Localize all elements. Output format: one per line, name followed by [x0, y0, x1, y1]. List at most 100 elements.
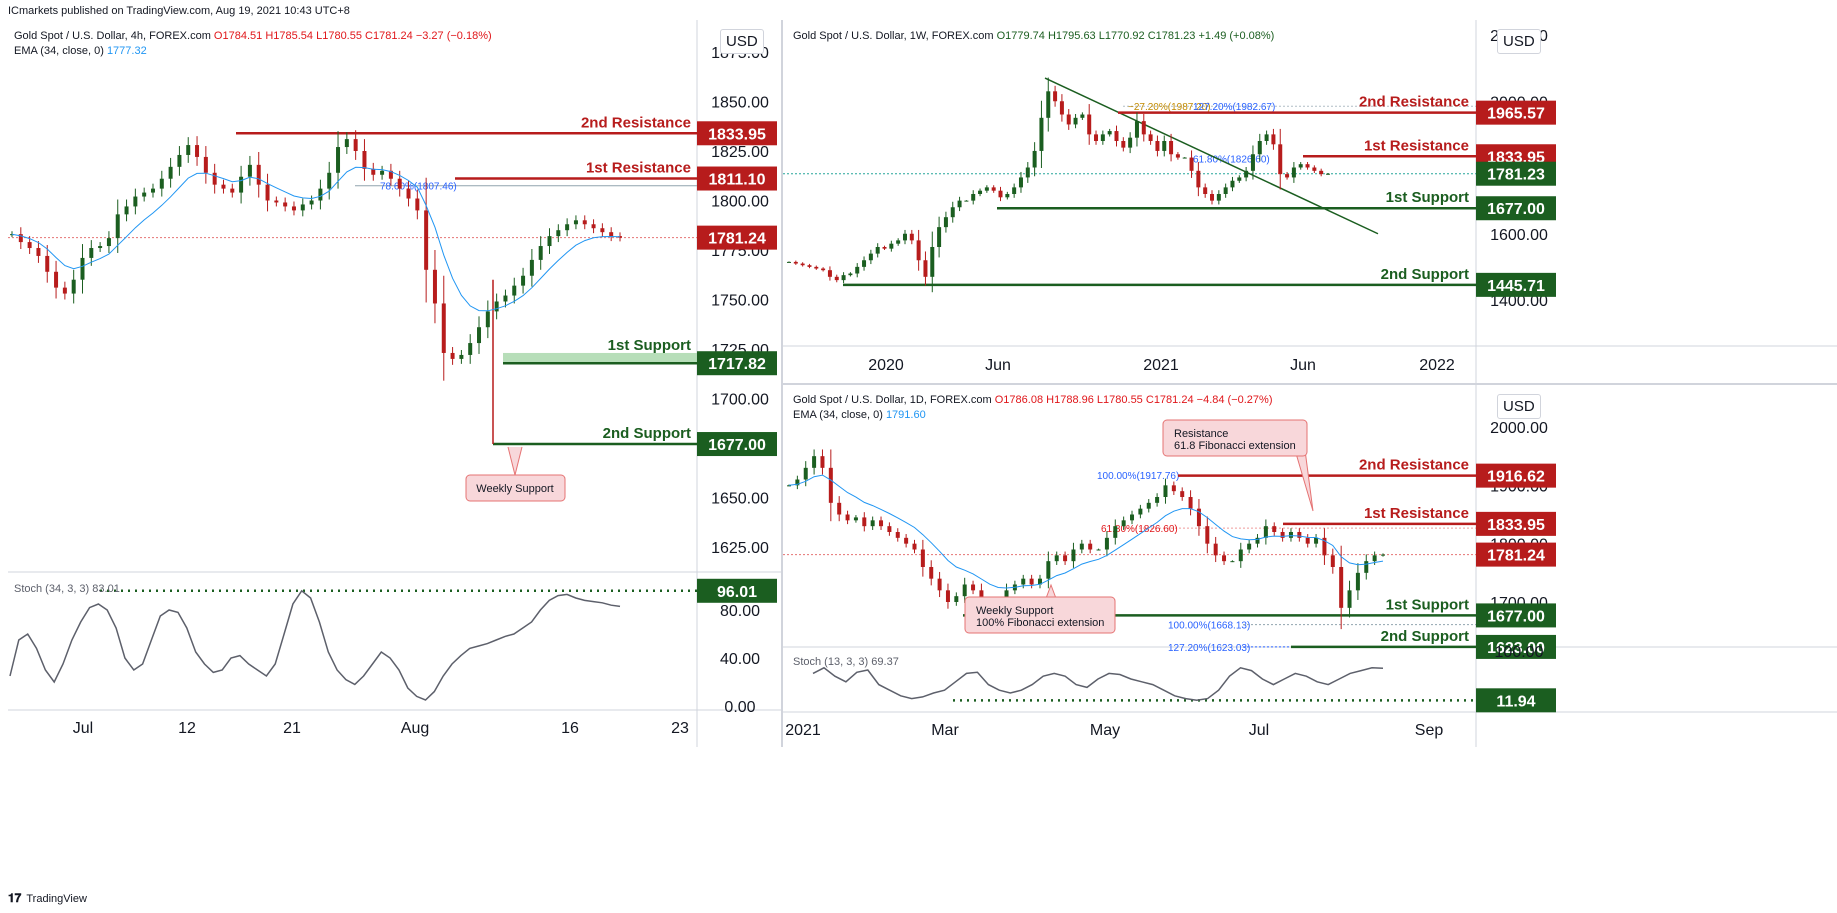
- chart-4h-close: C1781.24: [365, 30, 413, 42]
- chart-4h-candle: [239, 176, 244, 193]
- chart-4h-candle: [150, 188, 155, 193]
- chart-4h-candle: [247, 164, 252, 177]
- chart-weekly-sup2-value-box: [1476, 272, 1556, 297]
- chart-4h-res1-label: 1st Resistance: [586, 160, 691, 177]
- chart-4h-y-tick: 1750.00: [711, 293, 769, 310]
- chart-weekly-candle: [1080, 114, 1085, 118]
- chart-weekly-candle: [1237, 177, 1242, 181]
- chart-daily-candle: [1364, 561, 1369, 573]
- chart-4h-candle: [221, 184, 226, 189]
- chart-daily-candle: [971, 584, 976, 591]
- chart-weekly-candle: [1018, 177, 1023, 188]
- chart-daily-sup-callout-line1: Weekly Support: [976, 605, 1053, 617]
- chart-4h-candle: [582, 220, 587, 225]
- chart-weekly-candle: [1312, 167, 1317, 171]
- chart-daily-candle: [1305, 537, 1310, 544]
- chart-daily-res2-value: 1916.62: [1487, 469, 1545, 486]
- chart-4h-ema-line: [11, 166, 621, 312]
- chart-weekly-candle: [1155, 141, 1160, 151]
- tradingview-logo-icon: 𝟏𝟕: [8, 891, 22, 905]
- chart-daily-candle: [1222, 555, 1227, 562]
- chart-weekly-fib-label: 61.80%(1826.60): [1193, 155, 1270, 166]
- chart-4h-x-tick: 12: [178, 720, 196, 737]
- chart-daily-candle: [1171, 485, 1176, 492]
- chart-weekly-res1-label: 1st Resistance: [1364, 137, 1469, 154]
- chart-daily-candle: [812, 456, 817, 468]
- chart-daily-x-tick: 2021: [785, 722, 821, 739]
- chart-daily-res-callout-line2: 61.8 Fibonacci extension: [1174, 440, 1296, 452]
- chart-daily-sup2-value: 1623.00: [1487, 640, 1545, 657]
- chart-weekly-res2-label: 2nd Resistance: [1359, 94, 1469, 111]
- chart-daily-candle: [1079, 543, 1084, 550]
- chart-4h-stoch-tick: 40.00: [720, 651, 760, 668]
- chart-weekly-candle: [821, 268, 826, 271]
- chart-4h[interactable]: 1875.001850.001825.001800.001775.001750.…: [0, 20, 781, 747]
- chart-4h-res2-value-box: [697, 121, 777, 146]
- chart-daily-candle: [1322, 537, 1327, 556]
- chart-weekly-candle: [1032, 150, 1037, 168]
- chart-4h-ema-label: EMA (34, close, 0): [14, 45, 104, 57]
- chart-4h-candle: [609, 232, 614, 237]
- chart-weekly-candle: [1012, 187, 1017, 194]
- chart-daily-candle: [1330, 555, 1335, 567]
- chart-daily-candle: [820, 456, 825, 468]
- chart-4h-candle: [371, 168, 376, 175]
- chart-daily[interactable]: 2000.001900.001800.001700.002021MarMayJu…: [783, 385, 1837, 747]
- chart-4h-x-tick: 21: [283, 720, 301, 737]
- chart-4h-candle: [503, 295, 508, 302]
- chart-4h-stoch-value: 83.01: [92, 583, 120, 595]
- chart-4h-stoch-label: Stoch (34, 3, 3): [14, 583, 90, 595]
- chart-daily-candle: [1213, 543, 1218, 556]
- chart-4h-callout-box: [465, 474, 566, 502]
- chart-weekly-sup1-value-box: [1476, 196, 1556, 221]
- chart-weekly-candle: [937, 227, 942, 247]
- chart-daily-candle: [1255, 537, 1260, 544]
- chart-4h-candle: [115, 214, 120, 239]
- chart-weekly-candle: [1066, 114, 1071, 125]
- chart-daily-last-price: 1781.24: [1487, 548, 1545, 565]
- chart-4h-candle: [177, 154, 182, 167]
- chart-4h-low: L1780.55: [316, 30, 362, 42]
- chart-4h-candle: [124, 206, 129, 215]
- chart-weekly-candle: [800, 263, 805, 266]
- chart-4h-candle: [327, 172, 332, 189]
- chart-weekly-last-price-box: [1476, 161, 1556, 186]
- chart-4h-candle: [256, 164, 261, 185]
- chart-weekly[interactable]: 2200.002000.001800.001600.001400.002020J…: [783, 20, 1837, 383]
- chart-daily-stoch-tick: 100.00: [1495, 644, 1544, 661]
- chart-daily-candle: [1071, 549, 1076, 562]
- tradingview-footer[interactable]: 𝟏𝟕 TradingView: [8, 891, 87, 906]
- chart-daily-res1-label: 1st Resistance: [1364, 505, 1469, 522]
- chart-4h-candle: [468, 343, 473, 355]
- chart-daily-candle: [937, 578, 942, 591]
- chart-daily-candle: [920, 549, 925, 567]
- chart-daily-currency-button[interactable]: USD: [1497, 394, 1541, 419]
- chart-weekly-candle: [1053, 91, 1058, 102]
- chart-daily-candle: [1238, 549, 1243, 562]
- chart-4h-candle: [432, 269, 437, 304]
- chart-weekly-fib-label: 127.20%(1982.67): [1193, 102, 1275, 113]
- chart-4h-currency-button[interactable]: USD: [720, 29, 764, 54]
- chart-4h-candle: [406, 188, 411, 199]
- chart-daily-fib-label: 100.00%(1668.13): [1168, 621, 1250, 632]
- chart-4h-candle: [600, 228, 605, 233]
- chart-daily-candle: [845, 514, 850, 521]
- chart-weekly-candle: [1285, 174, 1290, 178]
- chart-weekly-candle: [1100, 134, 1105, 141]
- chart-weekly-open: O1779.74: [996, 30, 1045, 42]
- chart-daily-candle: [1180, 491, 1185, 497]
- chart-4h-candle: [547, 236, 552, 247]
- panel-divider-horizontal: [783, 383, 1837, 385]
- chart-daily-x-tick: Mar: [931, 722, 959, 739]
- chart-4h-candle: [300, 204, 305, 211]
- chart-daily-candle: [879, 520, 884, 527]
- chart-daily-candle: [1104, 537, 1109, 550]
- chart-4h-candle: [106, 238, 111, 247]
- chart-weekly-currency-button[interactable]: USD: [1497, 29, 1541, 54]
- chart-weekly-x-tick: 2021: [1143, 357, 1179, 374]
- chart-4h-candle: [485, 311, 490, 328]
- chart-daily-stoch-line: [812, 666, 1384, 702]
- chart-4h-stoch-tick: 0.00: [724, 699, 755, 716]
- chart-daily-candle: [1263, 526, 1268, 538]
- chart-4h-sup2-value: 1677.00: [708, 437, 766, 454]
